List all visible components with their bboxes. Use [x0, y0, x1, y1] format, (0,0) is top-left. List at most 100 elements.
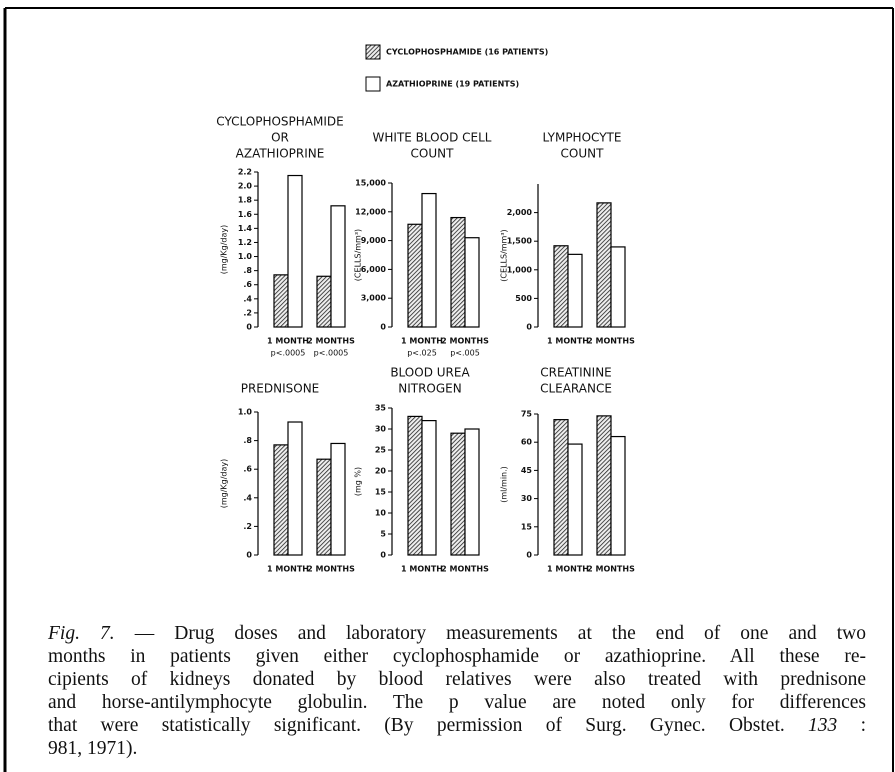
bar: [596, 415, 612, 556]
bar: [287, 421, 303, 556]
bar: [273, 444, 289, 556]
y-axis-label: (CELLS/mm³): [354, 229, 363, 281]
y-tick-label: 15: [521, 522, 533, 531]
bar: [610, 435, 626, 556]
y-tick-label: 9,000: [361, 236, 387, 245]
x-tick-label: 1 MONTH: [547, 337, 589, 346]
x-tick-label: 1 MONTH: [401, 337, 443, 346]
y-tick-label: .6: [243, 465, 252, 474]
legend-swatch: [365, 44, 381, 60]
y-tick-label: 20: [375, 467, 387, 476]
chart-title: OR: [271, 131, 289, 145]
bar: [610, 246, 626, 328]
bar: [287, 174, 303, 328]
bar: [553, 245, 569, 328]
bar: [421, 192, 437, 328]
p-value: p<.0005: [314, 349, 349, 358]
chart-title: COUNT: [411, 147, 455, 161]
y-tick-label: 6,000: [361, 265, 387, 274]
y-axis-label: (mg/Kg/day): [220, 459, 229, 509]
caption-line: and horse-antilymphocyte globulin. The p…: [48, 691, 866, 714]
y-tick-label: 1.8: [238, 196, 253, 205]
p-value: p<.025: [407, 349, 437, 358]
y-tick-label: 2.2: [238, 168, 252, 177]
chart-title: WHITE BLOOD CELL: [373, 131, 492, 145]
y-tick-label: .6: [243, 280, 252, 289]
bar: [330, 205, 346, 328]
x-tick-label: 2 MONTHS: [441, 565, 489, 574]
bar: [553, 419, 569, 556]
y-tick-label: 0: [380, 323, 386, 332]
y-tick-label: 30: [375, 425, 387, 434]
chart-title: PREDNISONE: [241, 382, 320, 396]
y-tick-label: 0: [246, 323, 252, 332]
y-tick-label: 500: [515, 294, 532, 303]
chart-title: NITROGEN: [398, 382, 462, 396]
y-tick-label: 0: [526, 551, 532, 560]
x-tick-label: 2 MONTHS: [307, 565, 355, 574]
y-tick-label: 35: [375, 404, 387, 413]
y-tick-label: 1,000: [507, 265, 533, 274]
caption-text: 133: [808, 715, 838, 736]
caption-text: :: [860, 715, 867, 736]
y-tick-label: 1.0: [238, 252, 253, 261]
caption-line: that were statistically significant. (By…: [48, 714, 866, 737]
x-tick-label: 1 MONTH: [401, 565, 443, 574]
x-tick-label: 1 MONTH: [267, 337, 309, 346]
bar: [330, 442, 346, 556]
caption-text: 981, 1971).: [48, 738, 138, 759]
bar: [450, 216, 466, 328]
bar: [464, 428, 480, 556]
bar: [567, 443, 583, 556]
y-axis-label: (CELLS/mm³): [500, 229, 509, 281]
y-tick-label: 5: [380, 530, 386, 539]
caption-text: that were statistically significant. (By…: [48, 715, 785, 736]
caption-text: and horse-antilymphocyte globulin. The p…: [48, 692, 866, 713]
x-tick-label: 1 MONTH: [267, 565, 309, 574]
y-axis-label: (ml/min.): [500, 466, 509, 503]
frame: [3, 7, 894, 772]
y-tick-label: 3,000: [361, 294, 387, 303]
caption-line: cipients of kidneys donated by blood rel…: [48, 668, 866, 691]
y-tick-label: 45: [521, 466, 533, 475]
caption-text: — Drug doses and laboratory measurements…: [134, 623, 866, 644]
y-tick-label: 60: [521, 438, 533, 447]
y-tick-label: 30: [521, 494, 533, 503]
bar: [407, 415, 423, 556]
y-tick-label: 15,000: [355, 179, 386, 188]
caption-line: Fig. 7. — Drug doses and laboratory meas…: [48, 622, 866, 645]
y-tick-label: 10: [375, 509, 387, 518]
y-tick-label: 0: [246, 551, 252, 560]
y-tick-label: 1.6: [238, 210, 253, 219]
chart-title: CLEARANCE: [540, 382, 612, 396]
y-tick-label: 0: [380, 551, 386, 560]
y-tick-label: 0: [526, 323, 532, 332]
chart-title: LYMPHOCYTE: [543, 131, 622, 145]
bar: [596, 202, 612, 328]
chart-title: AZATHIOPRINE: [236, 147, 325, 161]
chart-title: BLOOD UREA: [390, 366, 470, 380]
caption: Fig. 7. — Drug doses and laboratory meas…: [48, 622, 866, 760]
legend-swatch: [365, 76, 381, 92]
x-tick-label: 1 MONTH: [547, 565, 589, 574]
caption-text: months in patients given either cyclopho…: [48, 646, 866, 667]
caption-text: Fig. 7.: [48, 623, 115, 644]
y-axis-label: (mg/Kg/day): [220, 225, 229, 275]
bar: [567, 253, 583, 328]
bar: [421, 420, 437, 556]
chart-title: CREATININE: [540, 366, 612, 380]
y-tick-label: .2: [243, 522, 252, 531]
y-tick-label: 12,000: [355, 207, 386, 216]
x-tick-label: 2 MONTHS: [307, 337, 355, 346]
y-tick-label: 1.4: [238, 224, 253, 233]
caption-line: 981, 1971).: [48, 737, 866, 760]
y-tick-label: 75: [521, 410, 533, 419]
y-tick-label: 1.0: [238, 408, 253, 417]
chart-title: CYCLOPHOSPHAMIDE: [216, 115, 343, 129]
p-value: p<.0005: [271, 349, 306, 358]
y-tick-label: 2.0: [238, 182, 253, 191]
bar: [273, 274, 289, 328]
legend-label: AZATHIOPRINE (19 PATIENTS): [386, 80, 519, 89]
